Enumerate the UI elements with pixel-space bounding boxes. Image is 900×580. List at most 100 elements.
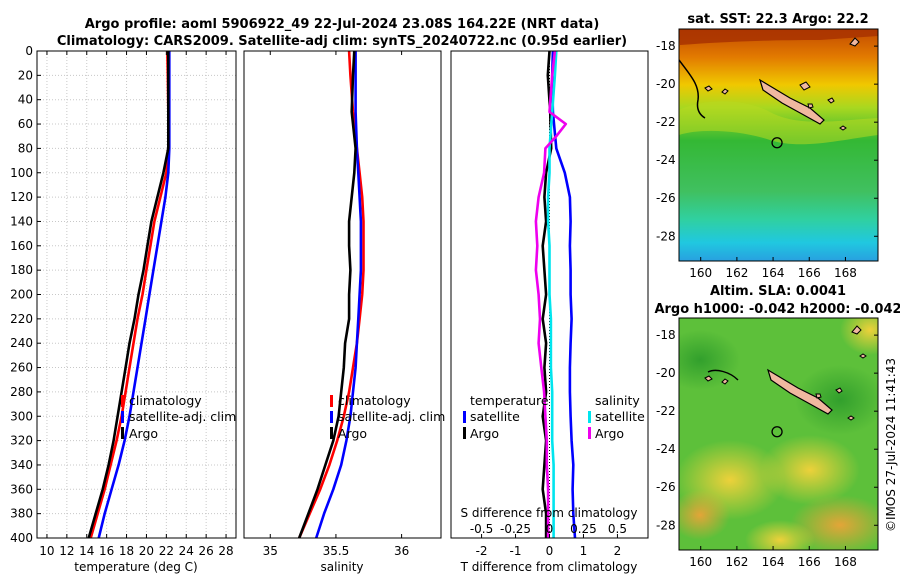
legend-title-temperature: temperature: [470, 393, 549, 408]
ytick-label: 220: [10, 312, 33, 326]
ytick-label: 40: [18, 93, 33, 107]
xtick-label: 10: [39, 544, 54, 558]
coastline-contour: [679, 59, 706, 119]
series-line-climatology: [89, 51, 170, 538]
legend-label-s-argo: Argo: [595, 426, 624, 441]
xtick-label: 160: [689, 555, 712, 569]
ytick-label: -26: [656, 480, 676, 494]
series-line-salinity-satellite: [546, 51, 558, 538]
xtick-label: 28: [218, 544, 233, 558]
ytick-label: 240: [10, 336, 33, 350]
ytick-label: 100: [10, 166, 33, 180]
ytick-label: 20: [18, 68, 33, 82]
ytick-label: 60: [18, 117, 33, 131]
series-line-salinity-argo: [534, 51, 568, 538]
ytick-label: 280: [10, 385, 33, 399]
legend-label-argo: Argo: [338, 426, 367, 441]
sla-map-frame: [678, 317, 879, 551]
ytick-label: -20: [656, 366, 676, 380]
xtick-label: -2: [476, 544, 488, 558]
ytick-label: 400: [10, 531, 33, 545]
ytick-label: 320: [10, 434, 33, 448]
ytick-label: 80: [18, 141, 33, 155]
legend-label-climatology: climatology: [129, 393, 202, 408]
ytick-label: 380: [10, 507, 33, 521]
legend-marker-climatology: [330, 395, 333, 407]
sla-low-patch: [795, 365, 878, 435]
ytick-label: 140: [10, 214, 33, 228]
figure-title-line1: Argo profile: aoml 5906922_49 22-Jul-202…: [85, 17, 600, 32]
legend-label-satellite: satellite-adj. clim: [338, 409, 445, 424]
xtick-label: 160: [689, 266, 712, 280]
t-difference-xlabel: T difference from climatology: [460, 560, 638, 574]
xtick-label: 35: [263, 544, 278, 558]
temperature-panel: 10 12 14 16 18 20 22 24 26 28 0 20 40 60 80 100 120 140 1…: [10, 44, 237, 574]
xtick-label: 0.5: [608, 522, 627, 536]
ytick-label: -18: [656, 39, 676, 53]
ytick-label: 360: [10, 482, 33, 496]
islands: [704, 37, 860, 131]
legend-title-salinity: salinity: [595, 393, 640, 408]
ytick-label: 260: [10, 361, 33, 375]
salinity-xlabel: salinity: [320, 560, 363, 574]
legend-marker-t-argo: [463, 427, 466, 439]
legend-label-climatology: climatology: [338, 393, 411, 408]
xtick-label: 12: [59, 544, 74, 558]
sla-map-title-line2: Argo h1000: -0.042 h2000: -0.042: [654, 302, 900, 317]
argo-profile-marker: [771, 137, 783, 149]
figure-title-line2: Climatology: CARS2009. Satellite-adj cli…: [57, 34, 627, 49]
sla-low-patch: [679, 330, 740, 390]
legend-marker-satellite: [121, 411, 124, 423]
xtick-label: 26: [199, 544, 214, 558]
xtick-label: 2: [614, 544, 622, 558]
coastline-contour: [707, 369, 739, 381]
legend-label-argo: Argo: [129, 426, 158, 441]
islands: [704, 325, 867, 421]
salinity-legend: climatology satellite-adj. clim Argo: [330, 393, 445, 441]
xtick-label: 168: [834, 266, 857, 280]
sla-map-ticks: 160 162 164 166 168 -18 -20 -22 -24 -26 -28: [656, 328, 878, 569]
xtick-label: -0.5: [470, 522, 493, 536]
ytick-label: -18: [656, 328, 676, 342]
sla-high-patch: [679, 490, 730, 540]
ytick-label: 160: [10, 239, 33, 253]
xtick-label: 36: [394, 544, 409, 558]
ytick-label: -28: [656, 518, 676, 532]
legend-marker-t-satellite: [463, 411, 466, 423]
xtick-label: 164: [762, 266, 785, 280]
xtick-label: -0.25: [500, 522, 531, 536]
difference-panel: -2 -1 0 1 2 -0.5 -0.25 0 0.25 0.5 S difference f…: [450, 50, 649, 574]
xtick-label: -1: [510, 544, 522, 558]
ytick-label: 200: [10, 288, 33, 302]
xtick-label: 18: [119, 544, 134, 558]
xtick-label: 0: [546, 522, 554, 536]
legend-marker-argo: [330, 427, 333, 439]
s-difference-xlabel: S difference from climatology: [461, 506, 638, 520]
t-difference-xticks: -2 -1 0 1 2: [476, 534, 622, 558]
ytick-label: -28: [656, 229, 676, 243]
sst-front: [679, 101, 878, 145]
xtick-label: 168: [834, 555, 857, 569]
ytick-label: 300: [10, 409, 33, 423]
legend-label-s-satellite: satellite: [595, 409, 645, 424]
temperature-series: [87, 51, 171, 538]
xtick-label: 166: [798, 555, 821, 569]
ytick-label: 120: [10, 190, 33, 204]
credit-text: ©IMOS 27-Jul-2024 11:41:43: [884, 358, 898, 532]
legend-marker-climatology: [121, 395, 124, 407]
xtick-label: 164: [762, 555, 785, 569]
sla-high-patch: [760, 435, 860, 505]
argo-profile-marker: [771, 426, 783, 438]
loyalty-island: [799, 81, 811, 91]
sla-high-patch: [840, 318, 878, 355]
xtick-label: 162: [725, 266, 748, 280]
series-line-argo: [297, 51, 357, 538]
sst-field: [679, 29, 878, 261]
ytick-label: -24: [656, 442, 676, 456]
legend-label-satellite: satellite-adj. clim: [129, 409, 236, 424]
ytick-label: -22: [656, 404, 676, 418]
xtick-label: 0: [546, 544, 554, 558]
xtick-label: 162: [725, 555, 748, 569]
salinity-xticks: 35 35.5 36: [263, 51, 409, 558]
ytick-label: -26: [656, 191, 676, 205]
